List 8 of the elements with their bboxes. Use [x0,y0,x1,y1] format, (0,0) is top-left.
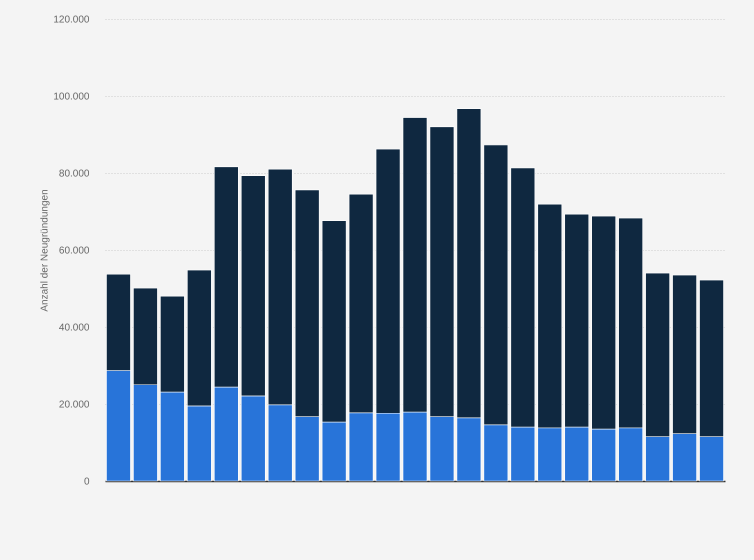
y-tick-label: 80.000 [58,168,90,180]
y-tick-label: 60.000 [58,246,90,256]
y-axis-title: Anzahl der Neugründungen [39,189,50,312]
y-tick-label: 40.000 [58,322,90,334]
y-tick-label: 100.000 [53,92,90,102]
y-tick-label: 120.000 [53,14,90,26]
y-tick-label: 0 [84,476,90,488]
y-tick-label: 20.000 [58,400,90,410]
